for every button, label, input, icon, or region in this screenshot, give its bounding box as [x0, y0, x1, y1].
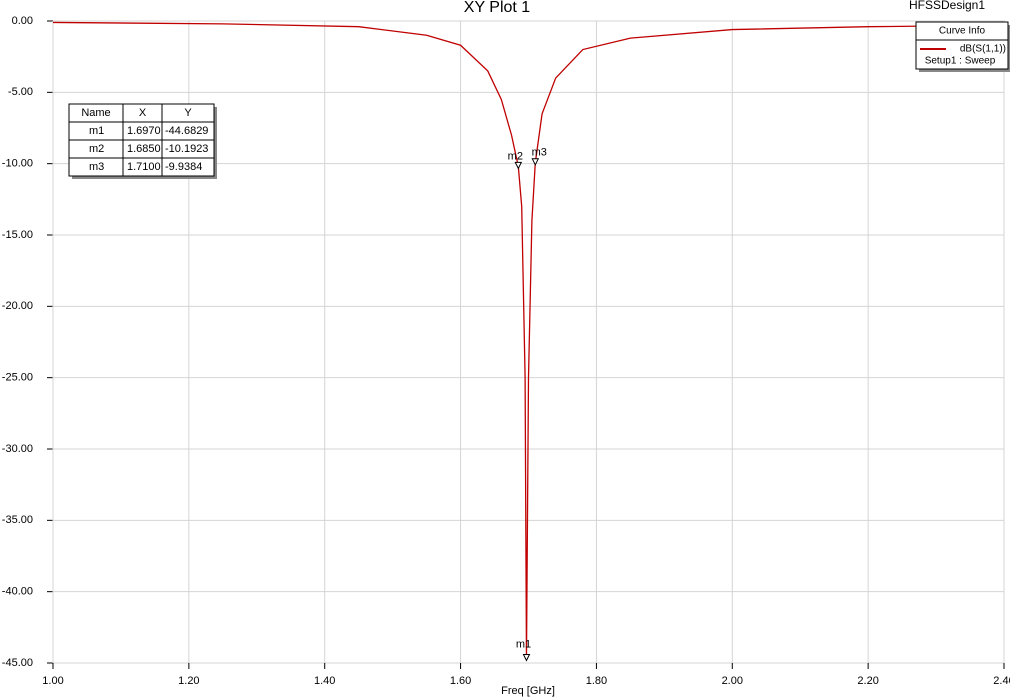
y-tick-label: 0.00	[12, 15, 33, 27]
x-tick-label: 1.40	[314, 675, 335, 687]
y-tick-label: -20.00	[2, 300, 33, 312]
y-tick-label: -25.00	[2, 372, 33, 384]
y-tick-label: -40.00	[2, 586, 33, 598]
y-tick-label: -5.00	[8, 86, 33, 98]
chart-title: XY Plot 1	[464, 0, 531, 16]
marker	[514, 161, 523, 170]
table-header: X	[139, 107, 147, 119]
x-axis-label: Freq [GHz]	[501, 685, 555, 697]
table-header: Name	[81, 107, 110, 119]
y-tick-label: -35.00	[2, 514, 33, 526]
table-cell: -9.9384	[165, 161, 202, 173]
table-header: Y	[184, 107, 192, 119]
table-cell: 1.6850	[127, 143, 161, 155]
marker	[531, 158, 540, 166]
x-tick-label: 1.80	[586, 675, 607, 687]
marker-label: m2	[508, 150, 523, 162]
table-cell: m2	[89, 143, 104, 155]
design-name: HFSSDesign1	[909, 0, 985, 12]
table-cell: 1.6970	[127, 125, 161, 137]
x-tick-label: 1.60	[450, 675, 471, 687]
y-tick-label: -15.00	[2, 229, 33, 241]
table-cell: -44.6829	[165, 125, 208, 137]
marker	[522, 653, 531, 662]
table-cell: m3	[89, 161, 104, 173]
x-tick-label: 2.40	[993, 675, 1010, 687]
table-cell: m1	[89, 125, 104, 137]
y-tick-label: -30.00	[2, 443, 33, 455]
x-tick-label: 1.20	[178, 675, 199, 687]
legend-title: Curve Info	[939, 26, 986, 37]
x-tick-label: 2.00	[722, 675, 743, 687]
marker-label: m3	[532, 147, 547, 159]
marker-label: m1	[516, 638, 531, 650]
y-tick-label: -45.00	[2, 657, 33, 669]
legend	[915, 21, 1009, 70]
x-tick-label: 1.00	[42, 675, 63, 687]
line-series	[52, 21, 1005, 659]
y-tick-label: -10.00	[2, 158, 33, 170]
legend-label: dB(S(1,1))	[960, 44, 1006, 55]
x-tick-label: 2.20	[857, 675, 878, 687]
legend-subtitle: Setup1 : Sweep	[925, 56, 996, 67]
table-cell: -10.1923	[165, 143, 208, 155]
table-cell: 1.7100	[127, 161, 161, 173]
